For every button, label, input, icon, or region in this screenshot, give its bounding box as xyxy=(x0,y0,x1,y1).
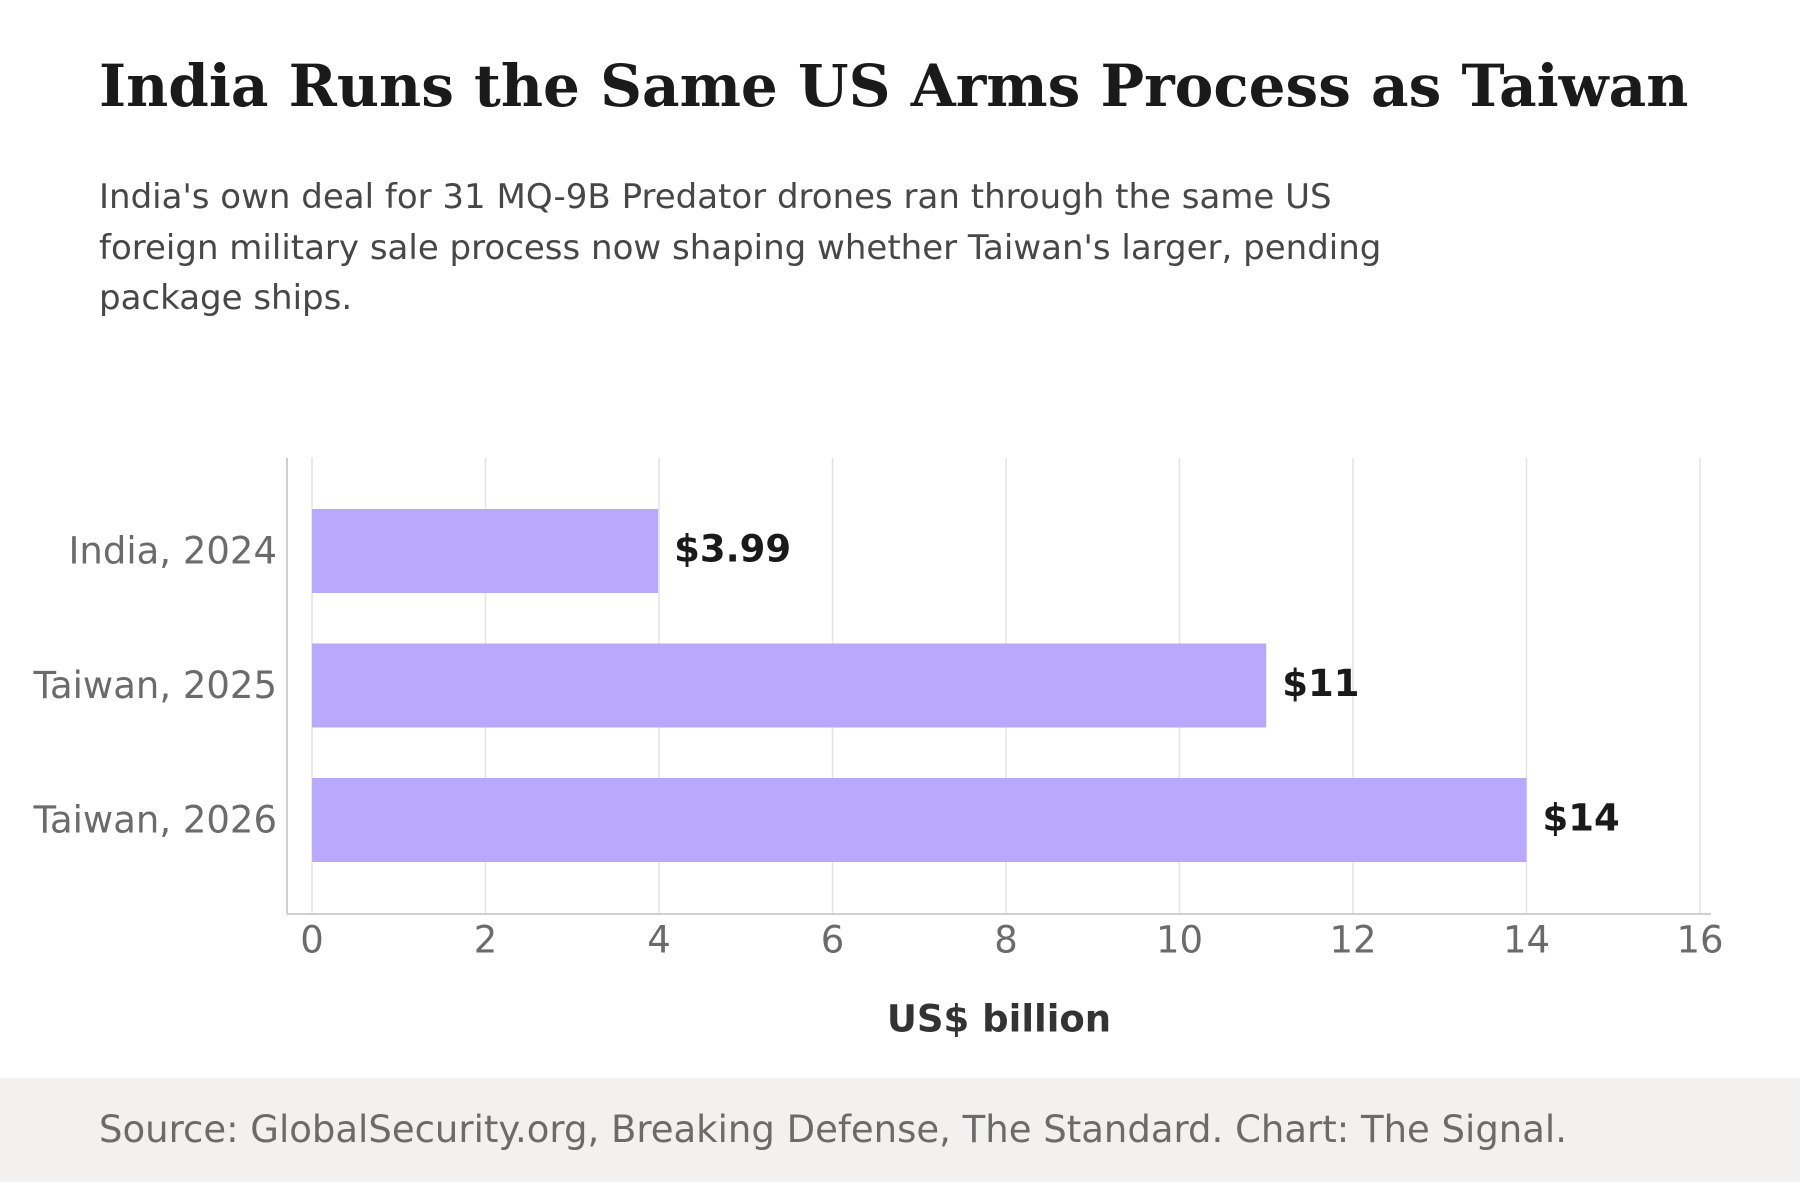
chart-subtitle: India's own deal for 31 MQ-9B Predator d… xyxy=(99,177,1382,318)
x-tick-label: 12 xyxy=(1329,919,1376,962)
x-axis-title: US$ billion xyxy=(887,998,1111,1041)
bar xyxy=(312,778,1527,862)
bar xyxy=(312,643,1267,728)
bar xyxy=(312,509,659,593)
x-tick-label: 6 xyxy=(821,919,845,962)
category-label: Taiwan, 2025 xyxy=(33,664,278,707)
bar-chart: India, 2024 $3.99 Taiwan, 2025 $11 Taiwan, 2… xyxy=(33,458,1724,1041)
source-footer: Source: GlobalSecurity.org, Breaking Def… xyxy=(0,1078,1800,1182)
chart-title: India Runs the Same US Arms Process as T… xyxy=(99,52,1689,120)
value-label: $3.99 xyxy=(674,528,791,571)
x-tick-label: 10 xyxy=(1156,919,1203,962)
x-tick-label: 2 xyxy=(474,919,498,962)
value-label: $14 xyxy=(1543,797,1620,840)
x-tick-label: 4 xyxy=(647,919,671,962)
x-tick-label: 8 xyxy=(994,919,1018,962)
x-tick-label: 0 xyxy=(300,919,324,962)
source-note: Source: GlobalSecurity.org, Breaking Def… xyxy=(99,1108,1567,1151)
value-label: $11 xyxy=(1282,662,1359,705)
category-label: Taiwan, 2026 xyxy=(33,799,278,842)
x-tick-label: 14 xyxy=(1503,919,1550,962)
x-tick-label: 16 xyxy=(1676,919,1723,962)
category-label: India, 2024 xyxy=(69,530,278,573)
